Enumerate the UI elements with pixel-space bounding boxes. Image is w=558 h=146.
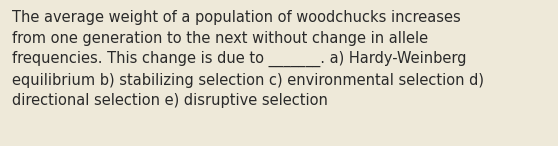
Text: The average weight of a population of woodchucks increases
from one generation t: The average weight of a population of wo… xyxy=(12,10,484,108)
